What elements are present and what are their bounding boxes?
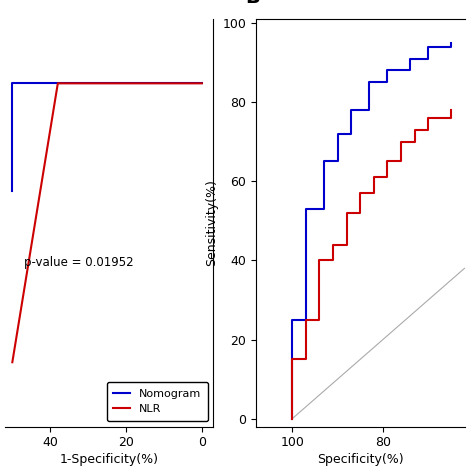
Text: p-value = 0.01952: p-value = 0.01952 (24, 255, 133, 269)
Text: B: B (246, 0, 260, 7)
X-axis label: 1-Specificity(%): 1-Specificity(%) (60, 454, 158, 466)
Legend: Nomogram, NLR: Nomogram, NLR (107, 382, 208, 421)
Y-axis label: Sensitivity(%): Sensitivity(%) (205, 179, 218, 266)
X-axis label: Specificity(%): Specificity(%) (317, 454, 403, 466)
